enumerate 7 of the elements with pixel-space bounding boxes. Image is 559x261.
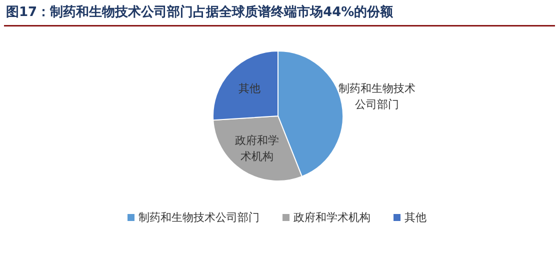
legend-label: 政府和学术机构 (294, 211, 370, 224)
slice-label: 政府和学术机构 (234, 132, 280, 165)
legend-label: 制药和生物技术公司部门 (138, 211, 260, 224)
slice-label: 制药和生物技术公司部门 (337, 81, 416, 114)
chart-title: 图17：制药和生物技术公司部门占据全球质谱终端市场44%的份额 (6, 4, 394, 20)
slice-label: 其他 (238, 81, 261, 98)
legend-label: 其他 (404, 211, 426, 224)
